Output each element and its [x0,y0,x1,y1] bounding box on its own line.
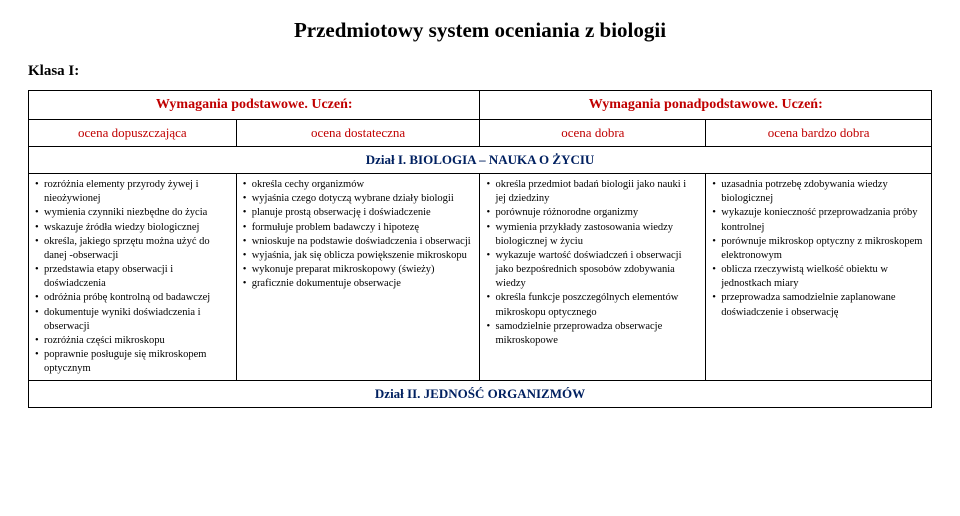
header-row: Wymagania podstawowe. Uczeń: Wymagania p… [29,91,932,120]
list-item: dokumentuje wyniki doświadczenia i obser… [35,306,230,334]
header-extended: Wymagania ponadpodstawowe. Uczeń: [480,91,932,120]
grade-1: ocena dopuszczająca [29,120,237,147]
list-item: wykazuje konieczność przeprowadzania pró… [712,206,925,234]
grades-row: ocena dopuszczająca ocena dostateczna oc… [29,120,932,147]
list-item: przedstawia etapy obserwacji i doświadcz… [35,263,230,291]
list-item: rozróżnia elementy przyrody żywej i nieo… [35,178,230,206]
list-item: wykonuje preparat mikroskopowy (świeży) [243,263,474,277]
list-item: wskazuje źródła wiedzy biologicznej [35,221,230,235]
section-1-title: Dział I. BIOLOGIA – NAUKA O ŻYCIU [29,147,932,174]
list-item: graficznie dokumentuje obserwacje [243,277,474,291]
document-title: Przedmiotowy system oceniania z biologii [28,18,932,43]
section-1-row: Dział I. BIOLOGIA – NAUKA O ŻYCIU [29,147,932,174]
assessment-table: Wymagania podstawowe. Uczeń: Wymagania p… [28,90,932,408]
list-item: przeprowadza samodzielnie zaplanowane do… [712,291,925,319]
list-item: uzasadnia potrzebę zdobywania wiedzy bio… [712,178,925,206]
cell-1: rozróżnia elementy przyrody żywej i nieo… [29,174,237,381]
list-item: poprawnie posługuje się mikroskopem opty… [35,348,230,376]
list-item: określa, jakiego sprzętu można użyć do d… [35,235,230,263]
list-item: odróżnia próbę kontrolną od badawczej [35,291,230,305]
list-item: rozróżnia części mikroskopu [35,334,230,348]
list-item: wykazuje wartość doświadczeń i obserwacj… [486,249,699,292]
grade-4: ocena bardzo dobra [706,120,932,147]
content-row: rozróżnia elementy przyrody żywej i nieo… [29,174,932,381]
list-item: wyjaśnia czego dotyczą wybrane działy bi… [243,192,474,206]
list-4: uzasadnia potrzebę zdobywania wiedzy bio… [712,178,925,320]
list-item: porównuje różnorodne organizmy [486,206,699,220]
cell-2: określa cechy organizmówwyjaśnia czego d… [236,174,480,381]
list-item: określa cechy organizmów [243,178,474,192]
section-2-row: Dział II. JEDNOŚĆ ORGANIZMÓW [29,381,932,408]
cell-4: uzasadnia potrzebę zdobywania wiedzy bio… [706,174,932,381]
list-2: określa cechy organizmówwyjaśnia czego d… [243,178,474,291]
class-label: Klasa I: [28,63,932,80]
list-item: wnioskuje na podstawie doświadczenia i o… [243,235,474,249]
list-item: formułuje problem badawczy i hipotezę [243,221,474,235]
section-2-title: Dział II. JEDNOŚĆ ORGANIZMÓW [29,381,932,408]
list-1: rozróżnia elementy przyrody żywej i nieo… [35,178,230,376]
list-item: planuje prostą obserwację i doświadczeni… [243,206,474,220]
header-basic: Wymagania podstawowe. Uczeń: [29,91,480,120]
list-item: określa funkcje poszczególnych elementów… [486,291,699,319]
list-item: oblicza rzeczywistą wielkość obiektu w j… [712,263,925,291]
list-item: wymienia przykłady zastosowania wiedzy b… [486,221,699,249]
grade-2: ocena dostateczna [236,120,480,147]
list-item: określa przedmiot badań biologii jako na… [486,178,699,206]
list-item: wyjaśnia, jak się oblicza powiększenie m… [243,249,474,263]
list-item: samodzielnie przeprowadza obserwacje mik… [486,320,699,348]
list-item: porównuje mikroskop optyczny z mikroskop… [712,235,925,263]
list-item: wymienia czynniki niezbędne do życia [35,206,230,220]
list-3: określa przedmiot badań biologii jako na… [486,178,699,348]
cell-3: określa przedmiot badań biologii jako na… [480,174,706,381]
grade-3: ocena dobra [480,120,706,147]
